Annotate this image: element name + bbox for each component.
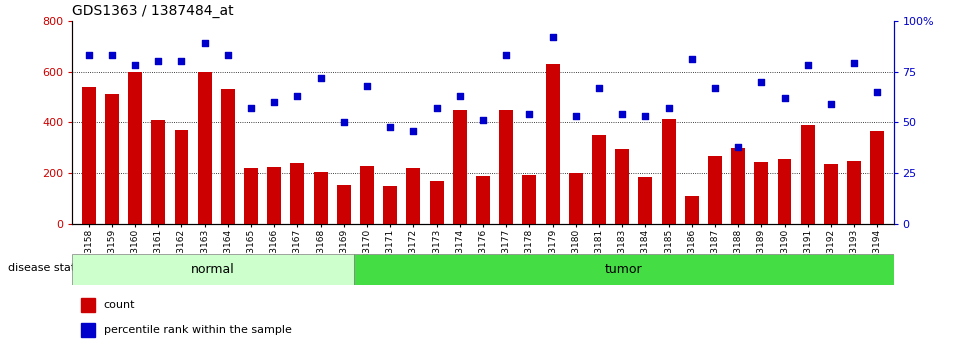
Bar: [337, 185, 351, 224]
Point: [336, 120, 352, 125]
Bar: [198, 72, 212, 224]
Bar: [407, 168, 420, 224]
Text: percentile rank within the sample: percentile rank within the sample: [103, 325, 292, 335]
Bar: [870, 131, 884, 224]
Point: [800, 63, 815, 68]
Bar: [268, 167, 281, 224]
Text: normal: normal: [191, 263, 235, 276]
Point: [452, 93, 468, 99]
Point: [661, 106, 676, 111]
Bar: [314, 172, 327, 224]
Point: [498, 52, 514, 58]
Point: [475, 118, 491, 123]
Point: [753, 79, 769, 85]
Point: [568, 114, 583, 119]
Bar: [360, 166, 374, 224]
Bar: [615, 149, 629, 224]
Point: [545, 34, 560, 40]
Bar: [708, 156, 722, 224]
Bar: [523, 175, 536, 224]
Point: [869, 89, 885, 95]
Bar: [291, 163, 304, 224]
Point: [406, 128, 421, 134]
Bar: [824, 165, 838, 224]
Bar: [453, 110, 467, 224]
Text: count: count: [103, 300, 135, 310]
Point: [359, 83, 375, 89]
Bar: [662, 119, 675, 224]
Point: [383, 124, 398, 129]
Bar: [81, 323, 96, 337]
Bar: [731, 148, 745, 224]
Point: [151, 59, 166, 64]
Bar: [152, 120, 165, 224]
Point: [243, 106, 259, 111]
Point: [290, 93, 305, 99]
Point: [730, 144, 746, 150]
Point: [267, 99, 282, 105]
Point: [220, 52, 236, 58]
Bar: [569, 173, 582, 224]
Bar: [82, 87, 96, 224]
Bar: [801, 125, 814, 224]
Bar: [384, 186, 397, 224]
Text: disease state: disease state: [8, 263, 82, 273]
Text: tumor: tumor: [605, 263, 642, 276]
Text: GDS1363 / 1387484_at: GDS1363 / 1387484_at: [72, 4, 234, 18]
Bar: [430, 181, 443, 224]
Bar: [639, 177, 652, 224]
Bar: [244, 168, 258, 224]
Bar: [476, 176, 490, 224]
Point: [846, 61, 862, 66]
Bar: [175, 130, 188, 224]
Bar: [685, 196, 698, 224]
Point: [707, 85, 723, 91]
Point: [429, 106, 444, 111]
Bar: [221, 89, 235, 224]
Point: [591, 85, 607, 91]
Bar: [754, 162, 768, 224]
Point: [522, 111, 537, 117]
Bar: [592, 135, 606, 224]
Bar: [81, 298, 96, 312]
Point: [638, 114, 653, 119]
Point: [81, 52, 97, 58]
Point: [128, 63, 143, 68]
Point: [313, 75, 328, 80]
Point: [823, 101, 838, 107]
Point: [684, 57, 699, 62]
Point: [174, 59, 189, 64]
Bar: [778, 159, 791, 224]
Point: [104, 52, 120, 58]
Bar: [128, 72, 142, 224]
Bar: [72, 254, 354, 285]
Point: [197, 40, 213, 46]
Point: [777, 95, 792, 101]
Bar: [354, 254, 894, 285]
Bar: [105, 95, 119, 224]
Bar: [546, 64, 559, 224]
Bar: [499, 110, 513, 224]
Bar: [847, 161, 861, 224]
Point: [614, 111, 630, 117]
